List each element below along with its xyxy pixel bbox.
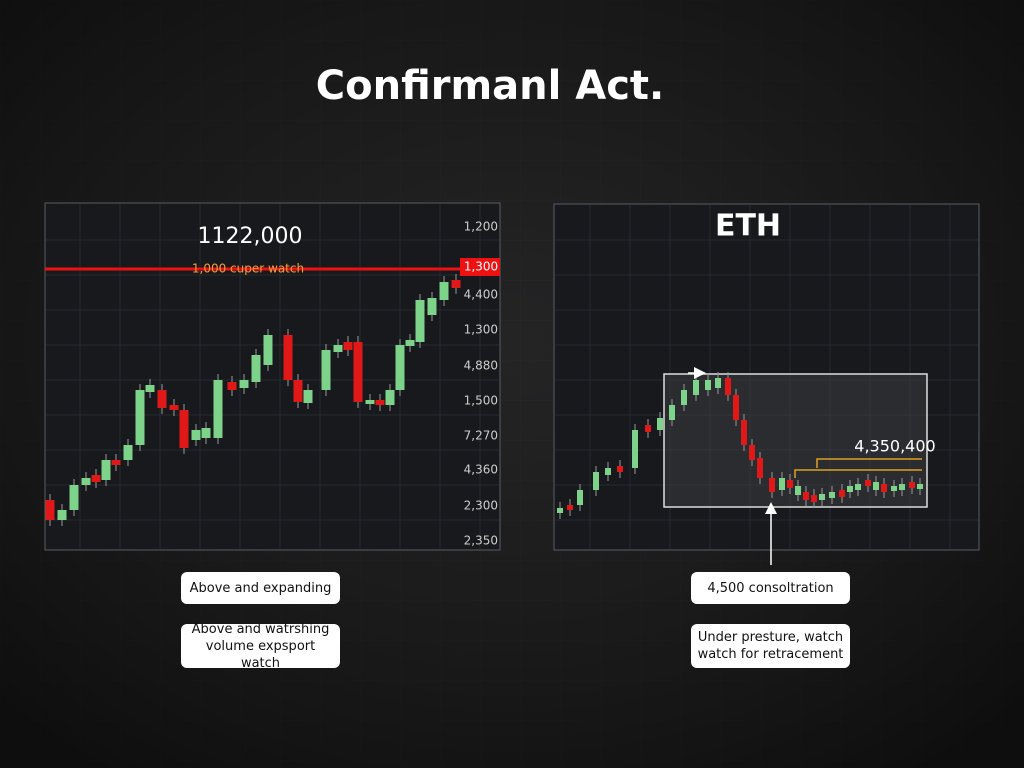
candle-body: [239, 380, 249, 388]
candle-body: [263, 335, 273, 365]
callout: Above and expanding: [181, 572, 340, 604]
candle-body: [439, 282, 449, 300]
candle-body: [451, 280, 461, 288]
candle-body: [605, 468, 611, 475]
candle-body: [891, 486, 897, 491]
candle-body: [45, 500, 55, 520]
candle-body: [899, 484, 905, 490]
axis-label: 1,500: [464, 394, 498, 408]
candle-body: [169, 405, 179, 410]
axis-label: 7,270: [464, 429, 498, 443]
panel-frame: [44, 202, 501, 551]
axis-label: 2,350: [464, 534, 498, 548]
price-marker: [460, 258, 500, 276]
right-panel: ETH 4,350,400: [553, 203, 980, 565]
axis-label: 4,400: [464, 288, 498, 302]
candle-body: [705, 380, 711, 390]
candle-body: [111, 460, 121, 465]
title: Confirmanl Act.: [316, 63, 664, 109]
candle-body: [157, 390, 167, 408]
candle-body: [855, 484, 861, 490]
candle-body: [593, 472, 599, 490]
candle-body: [251, 355, 261, 382]
candle-body: [811, 495, 817, 502]
candle-body: [123, 445, 133, 460]
axis-label: 1,200: [464, 220, 498, 234]
candle-body: [733, 395, 739, 420]
candle-body: [415, 300, 425, 342]
candle-body: [779, 478, 785, 490]
candle-body: [343, 342, 353, 350]
candle-body: [191, 430, 201, 440]
candle-body: [909, 482, 915, 488]
candle-body: [865, 480, 871, 486]
candle-body: [283, 335, 293, 380]
candle-body: [725, 378, 731, 395]
candle-body: [427, 298, 437, 315]
price-marker-label: 1,300: [464, 260, 498, 274]
candle-body: [135, 390, 145, 445]
candle-body: [577, 490, 583, 505]
candle-body: [101, 460, 111, 480]
candle-body: [69, 485, 79, 510]
candle-body: [681, 390, 687, 405]
candle-body: [227, 382, 237, 390]
candle-body: [201, 428, 211, 438]
candle-body: [405, 340, 415, 346]
callout: Under presture, watch watch for retracem…: [691, 624, 850, 668]
watch-label: 1,000 cuper watch: [192, 262, 304, 276]
candle-body: [353, 342, 363, 402]
candle-body: [749, 445, 755, 460]
candle-body: [657, 418, 663, 430]
candle-body: [741, 420, 747, 445]
panel-title: ETH: [715, 209, 781, 244]
axis-label: 1,300: [464, 323, 498, 337]
candle-body: [179, 410, 189, 448]
candle-body: [847, 486, 853, 492]
candle-body: [803, 492, 809, 500]
axis-label: 4,360: [464, 463, 498, 477]
candle-body: [715, 378, 721, 388]
candle-body: [769, 478, 775, 492]
candle-body: [321, 350, 331, 390]
candle-body: [303, 390, 313, 403]
box-label: 4,350,400: [854, 437, 935, 456]
candle-body: [693, 380, 699, 395]
candle-body: [557, 508, 563, 513]
candle-body: [881, 484, 887, 492]
axis-label: 4,880: [464, 359, 498, 373]
candle-body: [145, 385, 155, 392]
candle-body: [829, 492, 835, 498]
headline: 1122,000: [198, 224, 303, 249]
candle-body: [293, 380, 303, 402]
candle-body: [567, 505, 573, 510]
candle-body: [787, 480, 793, 488]
axis-label: 2,300: [464, 499, 498, 513]
candle-body: [795, 486, 801, 495]
candle-body: [375, 400, 385, 405]
candle-body: [395, 345, 405, 390]
left-panel: 1,200 4,400 1,300 4,880 1,500 7,270 4,360 2,300…: [44, 202, 501, 551]
candle-body: [632, 430, 638, 468]
candle-body: [917, 484, 923, 489]
candle-body: [819, 494, 825, 500]
candle-body: [645, 425, 651, 432]
candle-body: [91, 475, 101, 482]
candle-body: [57, 510, 67, 520]
candle-body: [757, 458, 763, 478]
candle-body: [839, 490, 845, 497]
candle-body: [669, 405, 675, 420]
candle-body: [213, 380, 223, 438]
candle-body: [617, 466, 623, 472]
callout: Above and watrshing volume expsport watc…: [181, 622, 340, 671]
candle-body: [81, 478, 91, 485]
candle-body: [333, 345, 343, 352]
candle-body: [365, 400, 375, 404]
candle-body: [385, 390, 395, 405]
callout: 4,500 consoltration: [691, 572, 850, 604]
level-lines: [794, 458, 922, 478]
candle-body: [873, 482, 879, 490]
